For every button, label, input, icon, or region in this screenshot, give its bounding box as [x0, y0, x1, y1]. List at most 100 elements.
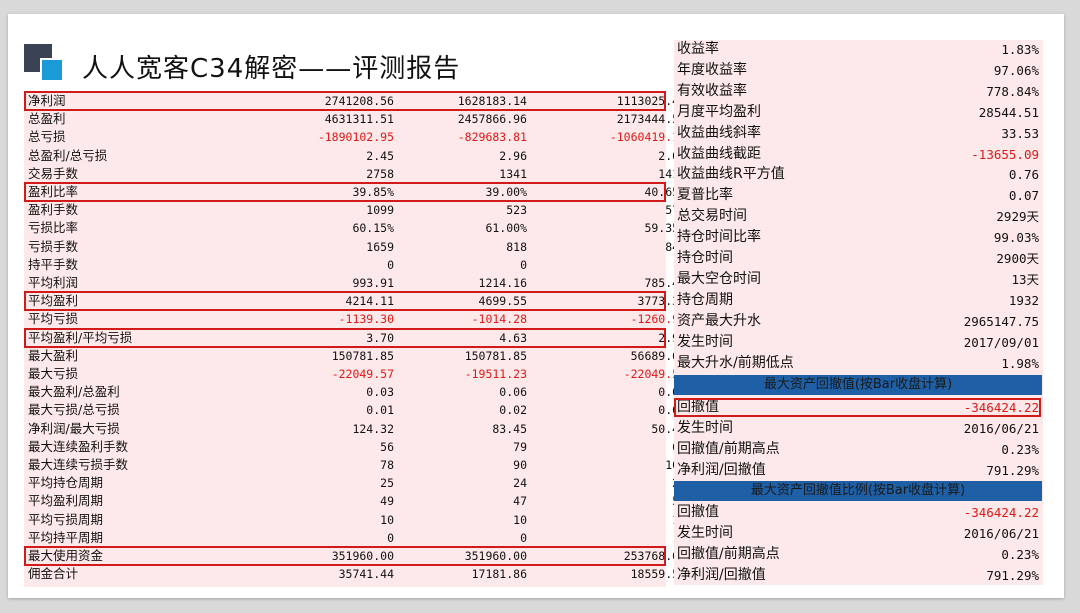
stat-value: 0.23%: [1001, 546, 1039, 562]
stat-row: 收益曲线截距 -13655.09: [674, 144, 1043, 165]
cell-v3: 576: [514, 201, 686, 219]
row-label: 盈利手数: [28, 202, 79, 218]
stat-label: 净利润/回撤值: [677, 461, 766, 478]
table-row: 交易手数 2758 1341 1417: [24, 165, 686, 183]
table-row: 总亏损 -1890102.95 -829683.81 -1060419.14: [24, 128, 686, 146]
stat-row: 月度平均盈利 28544.51: [674, 102, 1043, 123]
stat-row: 夏普比率 0.07: [674, 185, 1043, 206]
table-row: 平均盈利周期 49 4750: [24, 492, 686, 510]
stat-row: 回撤值/前期高点 0.23%: [674, 439, 1043, 460]
cell-v3: -22049.57: [623, 367, 686, 381]
stat-value: 1.83%: [1001, 42, 1039, 57]
cell-v3: -1060419.14: [609, 130, 686, 145]
cell-v1: 150781.85: [331, 348, 394, 363]
cell-v3: 1417: [658, 166, 686, 181]
cell-v3: 106: [514, 456, 686, 474]
row-label: 平均盈利/平均亏损: [28, 329, 133, 345]
cell-v3: 1113025.41: [616, 94, 686, 108]
cell-v3: 785.48: [644, 276, 686, 290]
stat-value: 791.29%: [986, 567, 1039, 583]
cell-v1: 4214.11: [345, 294, 394, 309]
stat-row: 回撤值 -346424.22: [674, 397, 1043, 418]
stat-row: 持仓周期 1932: [674, 290, 1043, 311]
cell-v1: 2.45: [366, 148, 394, 163]
cell-v3: 2.99: [658, 330, 686, 345]
row-label: 亏损手数: [28, 238, 79, 254]
cell-v1: 56: [380, 439, 394, 454]
cell-v2: 4.63: [499, 330, 527, 345]
cell-v3: 40.65%: [644, 185, 686, 199]
cell-v1: 1659: [366, 239, 394, 254]
stat-value: 2016/06/21: [963, 420, 1039, 436]
stat-label: 净利润/回撤值: [677, 566, 766, 583]
cell-v2: 150781.85: [464, 348, 527, 363]
stat-label: 总交易时间: [677, 208, 747, 225]
section-header: 最大资产回撤值(按Bar收盘计算): [674, 375, 1042, 395]
cell-v3: 0: [514, 256, 686, 274]
stat-row: 收益曲线R平方值 0.76: [674, 164, 1043, 185]
cell-v1: 0: [387, 530, 394, 545]
stat-value: 13天: [1011, 271, 1039, 287]
stat-row: 有效收益率 778.84%: [674, 81, 1043, 102]
cell-v2: 1341: [499, 166, 527, 181]
cell-v3: 3773.34: [637, 294, 686, 309]
table-row: 总盈利/总亏损 2.45 2.96 2.05: [24, 147, 686, 165]
cell-v3: 841: [514, 238, 686, 256]
cell-v1: 2741208.56: [324, 94, 394, 108]
cell-v3: 69: [514, 438, 686, 456]
cell-v3: 26: [514, 474, 686, 492]
stat-value: 99.03%: [993, 230, 1039, 246]
stat-label: 年度收益率: [677, 61, 747, 78]
stat-label: 收益曲线截距: [677, 145, 761, 162]
table-row: 亏损手数 1659 818841: [24, 238, 686, 256]
cell-v3: 50: [514, 492, 686, 510]
cell-v2: 818: [506, 239, 527, 254]
table-row: 平均持仓周期 25 2426: [24, 474, 686, 492]
stat-value: 0.07: [1008, 188, 1039, 204]
row-label: 平均盈利: [28, 293, 79, 309]
cell-v2: 17181.86: [471, 567, 527, 582]
cell-v3: 0.02: [658, 403, 686, 418]
stat-value: -13655.09: [971, 146, 1039, 162]
cell-v2: 39.00%: [485, 185, 527, 199]
stat-label: 回撤值/前期高点: [677, 545, 780, 562]
table-row: 持平手数000: [24, 256, 686, 274]
stat-row: 收益曲线斜率 33.53: [674, 123, 1043, 144]
table-row: 最大连续盈利手数 56 7969: [24, 438, 686, 456]
row-label: 总亏损: [28, 129, 66, 145]
row-label: 平均亏损周期: [28, 511, 104, 527]
stat-value: 2965147.75: [963, 313, 1039, 329]
stat-label: 回撤值: [677, 399, 719, 415]
table-row: 平均利润 993.91 1214.16 785.48: [24, 274, 686, 292]
row-label: 总盈利: [28, 111, 66, 127]
stat-value: 33.53: [1001, 125, 1039, 141]
row-label: 最大使用资金: [28, 548, 104, 563]
row-label: 最大盈利/总盈利: [28, 384, 120, 400]
stat-value: 2929天: [996, 209, 1039, 225]
cell-v1: -1890102.95: [317, 130, 394, 145]
cell-v2: -1014.28: [471, 312, 527, 327]
stat-label: 持仓周期: [677, 291, 733, 308]
stat-label: 收益曲线斜率: [677, 124, 761, 141]
table-row: 总盈利 4631311.51 2457866.96 2173444.55: [24, 110, 686, 128]
row-label: 最大亏损: [28, 366, 79, 381]
cell-v2: 351960.00: [464, 549, 527, 563]
cell-v1: 25: [380, 476, 394, 491]
stat-label: 月度平均盈利: [677, 103, 761, 120]
stat-row: 回撤值/前期高点 0.23%: [674, 544, 1043, 565]
cell-v3: 56689.64: [630, 348, 686, 363]
table-row: 平均持平周期000: [24, 529, 686, 547]
table-row: 平均亏损 -1139.30 -1014.28 -1260.90: [24, 310, 686, 328]
stat-row: 资产最大升水 2965147.75: [674, 311, 1043, 332]
cell-v1: 35741.44: [338, 567, 394, 582]
cell-v1: 49: [380, 494, 394, 509]
cell-v1: 10: [380, 512, 394, 527]
stat-row: 最大升水/前期低点 1.98%: [674, 353, 1043, 374]
stat-label: 收益率: [677, 41, 719, 57]
stat-row: 回撤值 -346424.22: [674, 502, 1043, 523]
cell-v1: 0.03: [366, 385, 394, 400]
table-row: 最大亏损/总亏损 0.01 0.02 0.02: [24, 401, 686, 419]
table-row: 盈利手数 1099 523576: [24, 201, 686, 219]
cell-v3: 253768.00: [623, 549, 686, 563]
table-row: 平均盈利/平均亏损 3.70 4.63 2.99: [24, 329, 686, 347]
